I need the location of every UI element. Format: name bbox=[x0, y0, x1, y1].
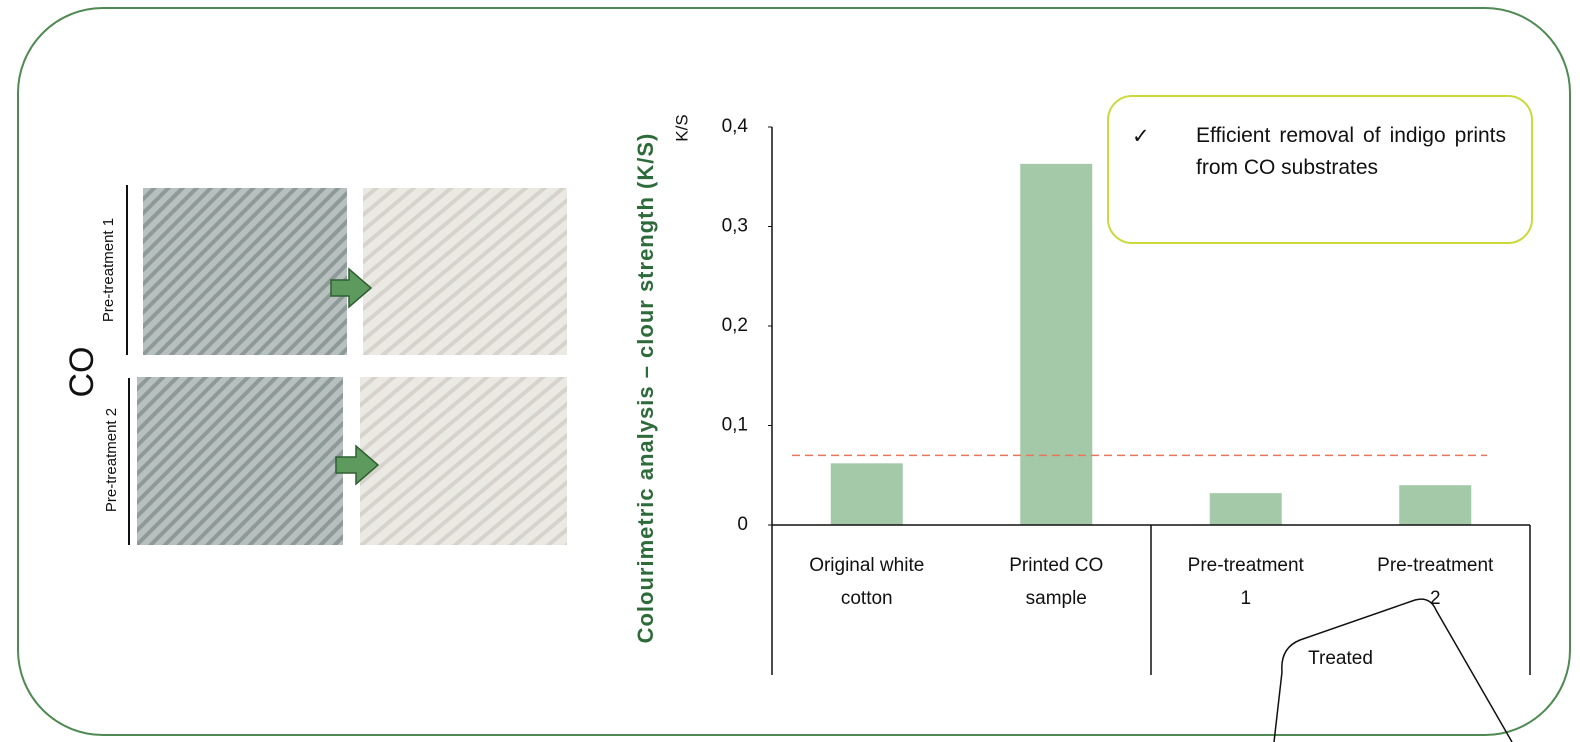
note-check: ✓ bbox=[1132, 120, 1150, 152]
bar bbox=[1210, 493, 1282, 525]
fabric-printed bbox=[137, 377, 343, 545]
y-tick-label: 0 bbox=[737, 514, 748, 535]
fabric-treated bbox=[363, 188, 567, 355]
bar bbox=[831, 463, 903, 525]
note-text: Efficient removal of indigo prints from … bbox=[1196, 120, 1506, 184]
bar bbox=[1399, 485, 1471, 525]
y-tick-label: 0,1 bbox=[722, 415, 748, 436]
x-tick-label: Original white cotton bbox=[805, 549, 929, 615]
chart-title: Colourimetric analysis – clour strength … bbox=[633, 133, 658, 644]
x-tick-label: Printed CO sample bbox=[994, 549, 1118, 615]
callout bbox=[1274, 599, 1512, 742]
group-label: Treated bbox=[1308, 648, 1373, 669]
row-label: Pre-treatment 2 bbox=[103, 408, 120, 512]
row-label: Pre-treatment 1 bbox=[100, 218, 117, 322]
y-tick-label: 0,4 bbox=[722, 116, 749, 137]
y-axis-label: K/S bbox=[672, 114, 691, 141]
material-label: CO bbox=[63, 347, 101, 398]
slide: CO Pre-treatment 1 Pre-treatment 2 Colou… bbox=[0, 0, 1580, 742]
bar bbox=[1020, 164, 1092, 525]
y-tick-label: 0,3 bbox=[722, 216, 748, 237]
page: {"chart_data": {"type": "bar", "title": … bbox=[0, 0, 1580, 742]
fabric-treated bbox=[360, 377, 567, 545]
x-tick-label: Pre-treatment 2 bbox=[1373, 549, 1497, 615]
y-tick-label: 0,2 bbox=[722, 315, 748, 336]
fabric-printed bbox=[143, 188, 347, 355]
x-tick-label: Pre-treatment 1 bbox=[1184, 549, 1308, 615]
